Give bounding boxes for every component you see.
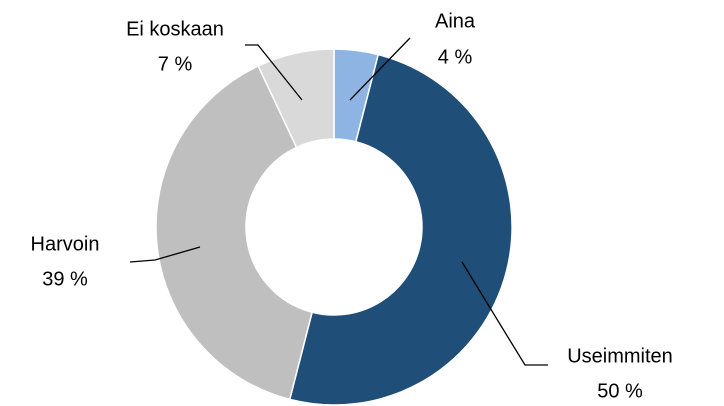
donut — [155, 48, 513, 406]
labels: Aina 4 % Useimmiten 50 % Harvoin 39 % Ei koska… — [31, 10, 673, 402]
leader-line — [461, 261, 548, 366]
leader-line — [129, 246, 201, 263]
slice-label: Ei koskaan — [126, 18, 224, 40]
slice-value-label: 50 % — [597, 380, 643, 402]
leader-line — [349, 37, 411, 101]
slice-value-label: 7 % — [158, 53, 193, 75]
slice — [288, 53, 513, 406]
slice-label: Harvoin — [31, 233, 100, 255]
slice-label: Aina — [435, 10, 476, 32]
leader-line — [245, 44, 303, 101]
slice-value-label: 4 % — [438, 46, 473, 68]
slice-label: Useimmiten — [567, 345, 673, 367]
slice-value-label: 39 % — [42, 268, 88, 290]
slice — [257, 48, 335, 149]
slice — [155, 64, 314, 401]
